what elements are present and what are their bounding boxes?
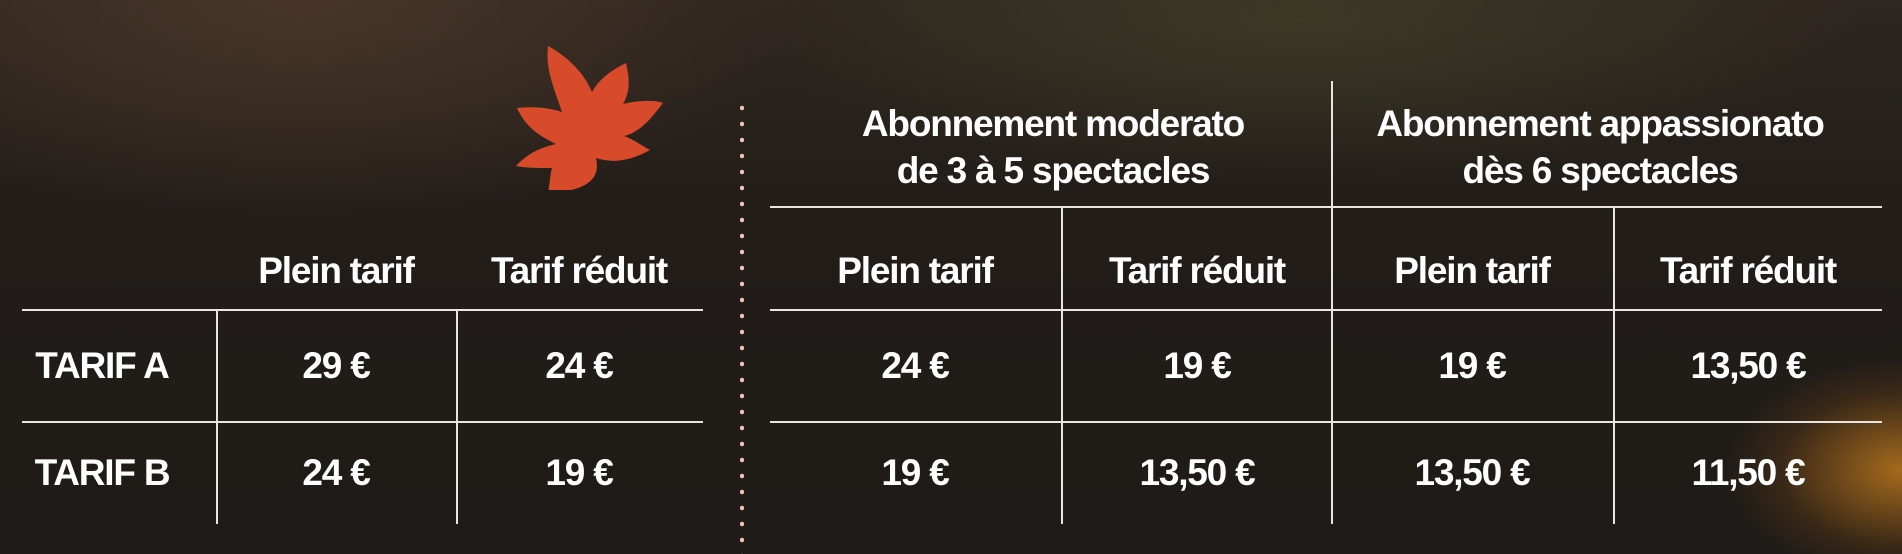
price-cell: 19 €: [881, 452, 949, 493]
group-appassionato-subtitle: dès 6 spectacles: [1462, 150, 1739, 191]
price-cell: 24 €: [545, 345, 613, 386]
divider: [1613, 206, 1615, 524]
header-tarif-reduit: Tarif réduit: [490, 250, 668, 291]
price-cell: 13,50 €: [1139, 452, 1255, 493]
group-moderato-subtitle: de 3 à 5 spectacles: [896, 150, 1211, 191]
price-cell: 24 €: [881, 345, 949, 386]
row-label-tarif-b: TARIF B: [34, 452, 171, 493]
header-plein-tarif: Plein tarif: [837, 250, 994, 291]
price-cell: 11,50 €: [1691, 452, 1805, 493]
price-cell: 29 €: [302, 345, 370, 386]
price-cell: 19 €: [545, 452, 613, 493]
divider: [1331, 81, 1333, 524]
price-cell: 19 €: [1163, 345, 1231, 386]
price-cell: 24 €: [302, 452, 370, 493]
row-label-tarif-a: TARIF A: [35, 345, 170, 386]
divider: [770, 206, 1882, 208]
price-cell: 19 €: [1438, 345, 1506, 386]
maple-leaf-icon: [516, 46, 663, 190]
price-cell: 13,50 €: [1414, 452, 1530, 493]
header-plein-tarif: Plein tarif: [1394, 250, 1551, 291]
header-plein-tarif: Plein tarif: [258, 250, 415, 291]
divider: [456, 309, 458, 524]
divider: [770, 421, 1882, 423]
divider: [770, 309, 1882, 311]
divider: [22, 309, 703, 311]
header-tarif-reduit: Tarif réduit: [1659, 250, 1837, 291]
divider: [216, 309, 218, 524]
divider: [22, 421, 703, 423]
header-tarif-reduit: Tarif réduit: [1108, 250, 1286, 291]
price-cell: 13,50 €: [1690, 345, 1806, 386]
group-appassionato-title: Abonnement appassionato: [1376, 103, 1824, 144]
group-moderato-title: Abonnement moderato: [861, 103, 1245, 144]
divider: [1061, 206, 1063, 524]
dotted-divider: [740, 100, 744, 554]
